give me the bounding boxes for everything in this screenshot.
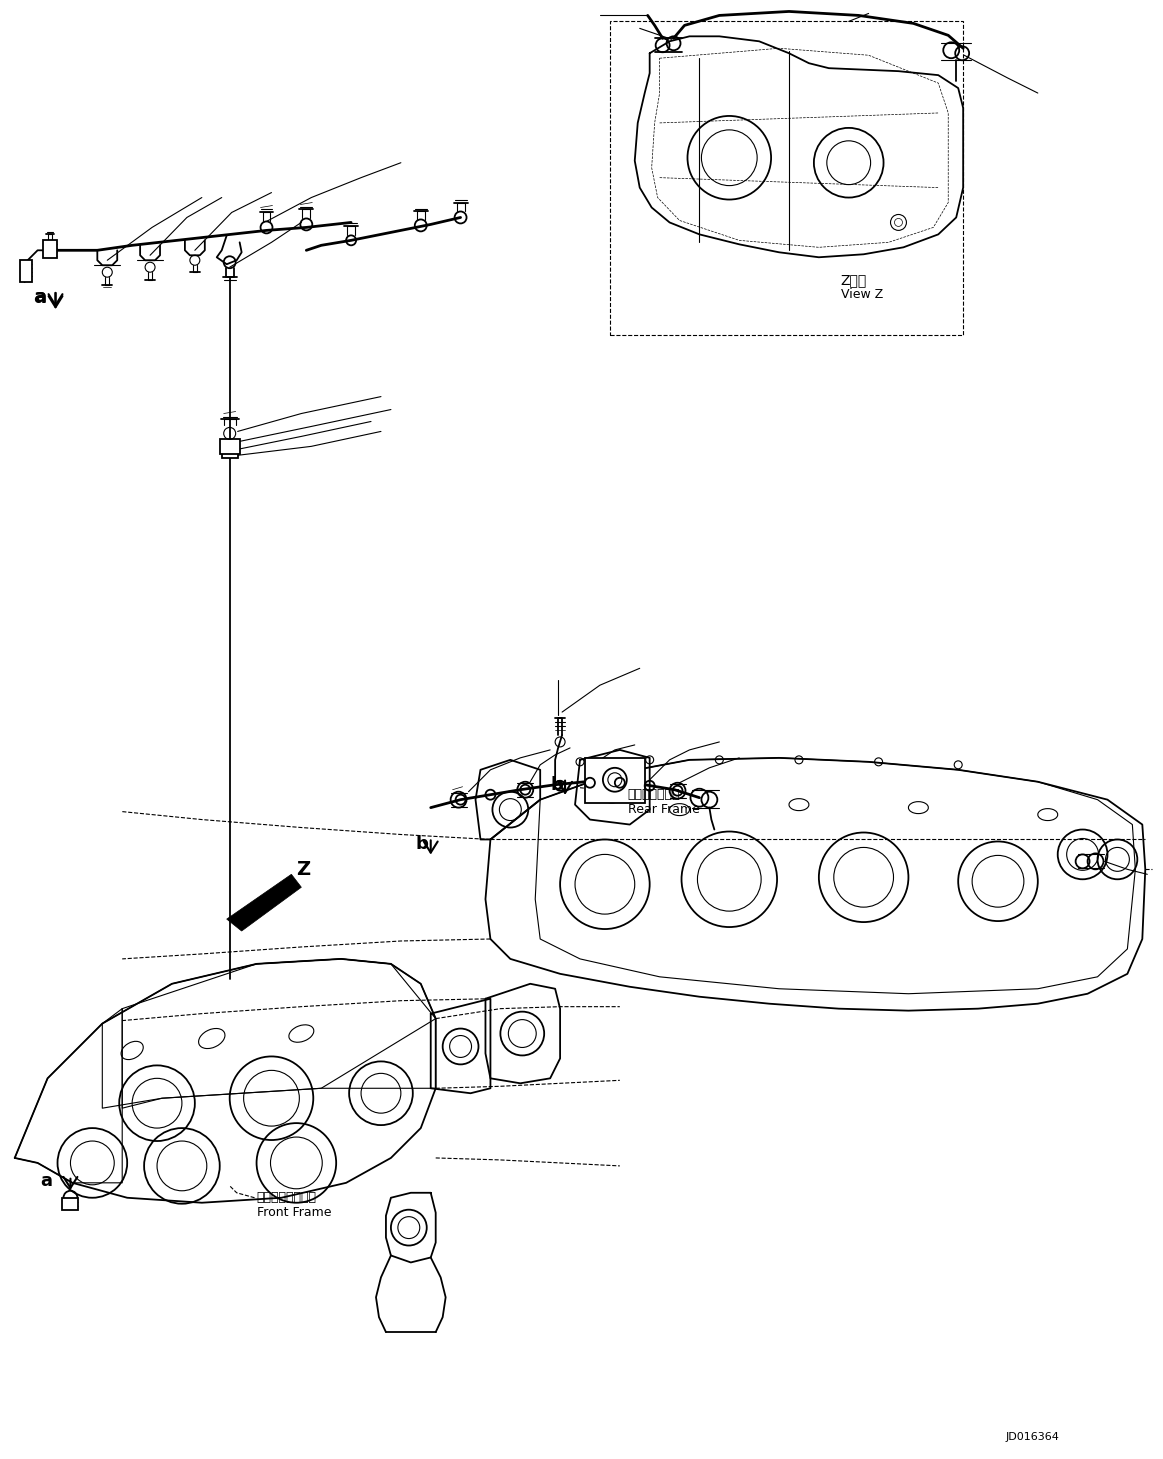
Polygon shape: [227, 874, 301, 931]
Text: a: a: [41, 1172, 52, 1191]
Bar: [63, 1198, 78, 1210]
Text: View Z: View Z: [841, 287, 883, 301]
Text: Front Frame: Front Frame: [257, 1207, 331, 1220]
Bar: [222, 446, 237, 458]
Text: b: b: [416, 836, 429, 854]
Text: Z: Z: [297, 859, 311, 878]
Bar: [43, 241, 57, 258]
Text: JD016364: JD016364: [1006, 1431, 1059, 1441]
Text: Z　視: Z 視: [841, 273, 866, 287]
Bar: [609, 22, 963, 336]
Text: フロントフレーム: フロントフレーム: [257, 1191, 316, 1204]
Text: Rear Frame: Rear Frame: [628, 802, 700, 816]
Text: リヤーフレーム: リヤーフレーム: [628, 788, 680, 801]
Text: a: a: [35, 287, 47, 306]
Bar: [20, 260, 31, 282]
Bar: [220, 439, 240, 454]
Text: b: b: [550, 776, 563, 794]
Bar: [585, 757, 644, 802]
Text: a: a: [33, 287, 45, 306]
